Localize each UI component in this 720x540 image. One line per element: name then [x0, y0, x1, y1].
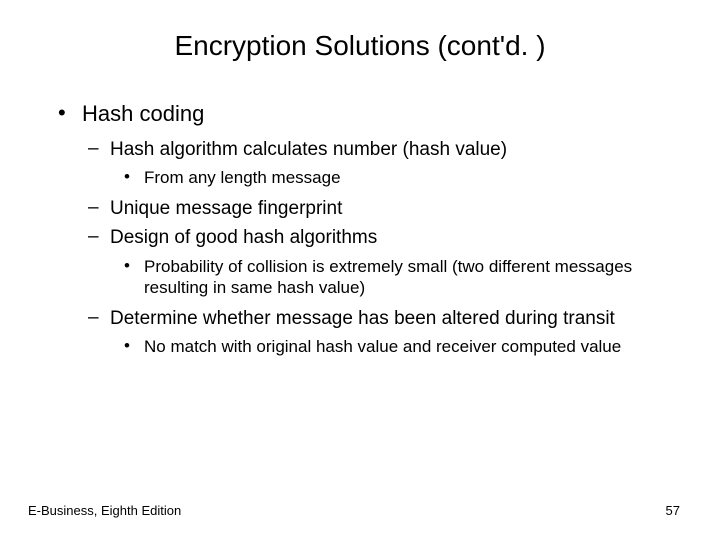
- bullet-l1: • Hash coding: [58, 100, 670, 128]
- bullet-l2: – Hash algorithm calculates number (hash…: [88, 138, 670, 162]
- slide-title: Encryption Solutions (cont'd. ): [50, 30, 670, 62]
- bullet-text: Unique message fingerprint: [110, 197, 670, 221]
- bullet-text: Hash coding: [82, 100, 670, 128]
- dash-icon: –: [88, 307, 110, 331]
- bullet-text: Probability of collision is extremely sm…: [144, 256, 670, 299]
- bullet-l2: – Unique message fingerprint: [88, 197, 670, 221]
- dash-icon: –: [88, 197, 110, 221]
- bullet-dot-icon: •: [124, 336, 144, 357]
- bullet-l2: – Design of good hash algorithms: [88, 226, 670, 250]
- slide: Encryption Solutions (cont'd. ) • Hash c…: [0, 0, 720, 540]
- page-number: 57: [666, 503, 680, 518]
- bullet-dot-icon: •: [124, 167, 144, 188]
- bullet-dot-icon: •: [58, 100, 82, 128]
- bullet-text: No match with original hash value and re…: [144, 336, 670, 357]
- bullet-l3: • No match with original hash value and …: [124, 336, 670, 357]
- bullet-text: Determine whether message has been alter…: [110, 307, 670, 331]
- dash-icon: –: [88, 226, 110, 250]
- bullet-l3: • From any length message: [124, 167, 670, 188]
- bullet-text: Hash algorithm calculates number (hash v…: [110, 138, 670, 162]
- bullet-l3: • Probability of collision is extremely …: [124, 256, 670, 299]
- slide-content: • Hash coding – Hash algorithm calculate…: [50, 100, 670, 358]
- bullet-l2: – Determine whether message has been alt…: [88, 307, 670, 331]
- bullet-dot-icon: •: [124, 256, 144, 299]
- bullet-text: Design of good hash algorithms: [110, 226, 670, 250]
- bullet-text: From any length message: [144, 167, 670, 188]
- footer-source: E-Business, Eighth Edition: [28, 503, 181, 518]
- dash-icon: –: [88, 138, 110, 162]
